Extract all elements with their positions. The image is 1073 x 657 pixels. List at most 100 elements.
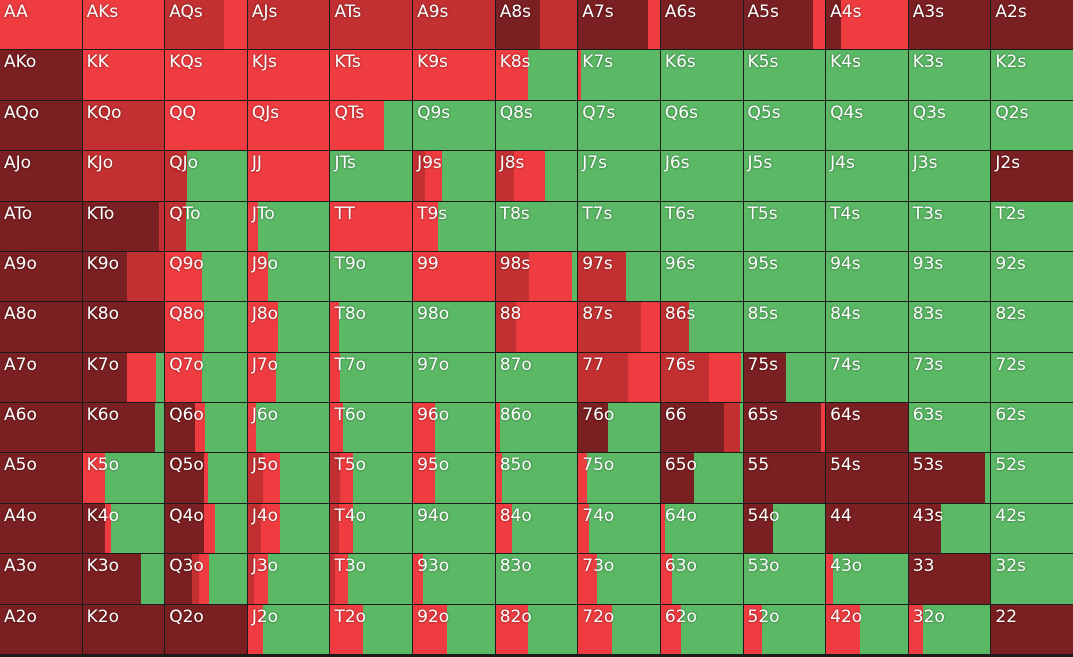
hand-label: 96o (417, 405, 450, 426)
action-segment (908, 554, 991, 604)
action-segment (82, 302, 165, 352)
hand-cell: 94o (413, 503, 495, 554)
hand-cell: J4s (826, 151, 908, 201)
hand-label: K9o (86, 253, 119, 274)
action-segment (158, 201, 165, 251)
hand-label: 85o (499, 455, 532, 476)
action-segment (127, 251, 165, 302)
hand-label: 64o (664, 505, 697, 526)
hand-label: 99 (417, 253, 439, 274)
hand-cell: A9o (0, 251, 82, 302)
action-segment (413, 50, 495, 100)
hand-cell: 95o (413, 453, 495, 503)
hand-label: K8s (499, 52, 531, 73)
action-segment (832, 554, 908, 604)
hand-cell: K5s (743, 50, 826, 100)
action-segment (908, 352, 991, 403)
hand-cell: J5s (743, 151, 826, 201)
hand-cell: 72s (991, 352, 1073, 403)
action-segment (860, 604, 908, 654)
hand-label: 82o (499, 606, 532, 627)
hand-label: 87o (499, 354, 532, 375)
hand-cell: ATo (0, 201, 82, 251)
hand-label: Q9o (169, 253, 204, 274)
action-segment (330, 453, 341, 503)
hand-cell: 44 (826, 503, 908, 554)
action-segment (82, 50, 165, 100)
action-segment (413, 100, 495, 151)
action-segment (743, 0, 813, 50)
hand-label: KTs (334, 52, 361, 73)
hand-cell: Q3s (908, 100, 991, 151)
hand-cell: J8o (247, 302, 330, 352)
hand-label: A3s (912, 2, 945, 22)
hand-label: K4s (830, 52, 861, 73)
action-segment (495, 0, 540, 50)
action-segment (0, 251, 82, 302)
action-segment (223, 0, 247, 50)
action-segment (578, 302, 642, 352)
action-segment (330, 604, 364, 654)
hand-label: Q3o (169, 556, 204, 577)
hand-label: 98o (417, 304, 450, 325)
action-segment (263, 453, 281, 503)
action-segment (203, 302, 247, 352)
hand-cell: 86o (495, 403, 578, 453)
action-segment (578, 0, 649, 50)
hand-label: Q6o (169, 405, 204, 426)
hand-label: 53s (912, 455, 944, 476)
action-segment (215, 503, 247, 554)
action-segment (425, 151, 442, 201)
action-segment (660, 302, 690, 352)
action-segment (740, 352, 743, 403)
action-segment (743, 201, 826, 251)
hand-cell: A4s (826, 0, 908, 50)
hand-label: Q4s (830, 102, 864, 123)
action-segment (578, 503, 589, 554)
hand-cell: J3s (908, 151, 991, 201)
hand-cell: A8o (0, 302, 82, 352)
action-segment (268, 554, 330, 604)
hand-cell: T3o (330, 554, 413, 604)
hand-cell: T5o (330, 453, 413, 503)
hand-label: 87s (582, 304, 613, 325)
hand-label: 65o (664, 455, 697, 476)
action-segment (330, 403, 343, 453)
action-segment (660, 503, 665, 554)
hand-label: J4o (251, 505, 279, 526)
hand-cell: Q8s (495, 100, 578, 151)
hand-label: Q9s (417, 102, 451, 123)
action-segment (0, 201, 82, 251)
action-segment (165, 50, 247, 100)
action-segment (203, 453, 209, 503)
action-segment (991, 151, 1073, 201)
action-segment (413, 352, 495, 403)
hand-cell: 99 (413, 251, 495, 302)
action-segment (104, 453, 165, 503)
hand-cell: 52o (743, 604, 826, 654)
action-segment (672, 554, 743, 604)
action-segment (330, 352, 341, 403)
action-segment (330, 554, 336, 604)
action-segment (201, 352, 247, 403)
hand-cell: 87o (495, 352, 578, 403)
action-segment (338, 503, 354, 554)
action-segment (528, 50, 578, 100)
action-segment (513, 151, 546, 201)
action-segment (648, 0, 660, 50)
action-segment (447, 604, 495, 654)
action-segment (82, 0, 165, 50)
action-segment (247, 151, 330, 201)
action-segment (413, 453, 436, 503)
hand-label: AKs (86, 2, 119, 22)
action-segment (660, 604, 681, 654)
hand-cell: K7s (578, 50, 660, 100)
hand-label: A9s (417, 2, 449, 22)
hand-cell: T4s (826, 201, 908, 251)
hand-cell: 96o (413, 403, 495, 453)
hand-cell: 88 (495, 302, 578, 352)
hand-cell: J8s (495, 151, 578, 201)
hand-cell: T5s (743, 201, 826, 251)
action-segment (743, 554, 826, 604)
action-segment (340, 453, 354, 503)
